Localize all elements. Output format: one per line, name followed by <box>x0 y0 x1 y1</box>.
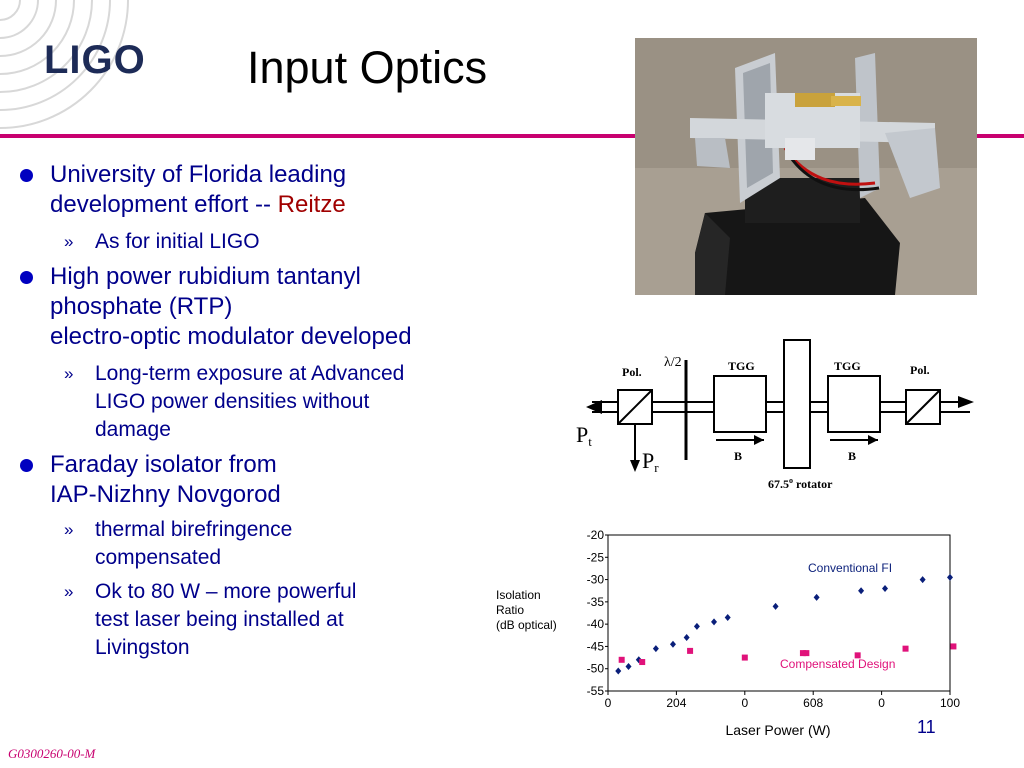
header-divider <box>0 134 1024 138</box>
sub-bullet-marker-icon: » <box>64 232 74 251</box>
sub-bullet-line: As for initial LIGO <box>95 230 260 253</box>
x-tick-label: 100 <box>940 696 960 710</box>
compensated-design-point <box>618 656 625 663</box>
compensated-design-point <box>854 652 861 659</box>
label-tgg-left: TGG <box>728 359 755 373</box>
conventional-fi-point <box>693 622 700 630</box>
sub-bullet-line: thermal birefringence <box>95 518 293 541</box>
right-arrowhead-icon <box>958 396 974 408</box>
highlight-name: Reitze <box>277 191 346 218</box>
bullet-line: University of Florida leading <box>50 161 347 188</box>
y-tick-label: -35 <box>587 595 605 609</box>
x-tick-label: 608 <box>803 696 823 710</box>
y-tick-label: -55 <box>587 684 605 698</box>
plot-area <box>607 534 951 692</box>
bullet-line: phosphate (RTP) <box>50 293 233 320</box>
label-b-left: B <box>734 449 742 463</box>
y-axis-label-line: (dB optical) <box>496 618 557 632</box>
conventional-fi-point <box>652 645 659 653</box>
isolation-ratio-chart: -20 -25 -30 -35 -40 -45 -50 -55 0 204 0 608 0 100 Is… <box>496 528 960 738</box>
x-axis-ticks: 0 204 0 608 0 100 <box>605 691 960 710</box>
series-label-conventional: Conventional FI <box>808 561 892 575</box>
compensated-design-point <box>799 650 806 657</box>
label-half-wave: λ/2 <box>664 355 682 370</box>
sub-bullet-marker-icon: » <box>64 520 74 539</box>
conventional-fi-point <box>669 640 676 648</box>
bullet-dot-icon <box>20 271 33 284</box>
series-label-compensated: Compensated Design <box>780 657 895 671</box>
sub-bullet-marker-icon: » <box>64 582 74 601</box>
sub-bullet-line: Livingston <box>95 636 190 659</box>
page-number: 11 <box>917 717 936 737</box>
bullet-line: Faraday isolator from <box>50 451 277 478</box>
label-pt: Pt <box>576 422 592 449</box>
x-tick-label: 0 <box>878 696 885 710</box>
modulator-apparatus-photo <box>635 38 977 295</box>
compensated-design-point <box>902 645 909 652</box>
quartz-rotator <box>783 339 811 469</box>
bullet-line: electro-optic modulator developed <box>50 323 412 350</box>
conventional-fi-point <box>947 573 953 581</box>
conventional-fi-point <box>615 667 622 675</box>
conventional-fi-point <box>882 584 889 592</box>
sub-bullet-marker-icon: » <box>64 364 74 383</box>
y-tick-label: -20 <box>587 528 605 542</box>
left-arrowhead-icon <box>586 400 602 414</box>
right-tgg-crystal <box>827 375 881 433</box>
conventional-fi-point <box>772 602 779 610</box>
y-tick-label: -45 <box>587 639 605 653</box>
slide-title: Input Optics <box>247 42 488 93</box>
label-pol-right: Pol. <box>910 363 930 377</box>
bullet-dot-icon <box>20 169 33 182</box>
conventional-fi-point <box>635 656 642 664</box>
compensated-design-point <box>950 643 957 650</box>
bullet-line: development effort -- Reitze <box>50 191 346 218</box>
y-axis-label-line: Isolation <box>496 588 541 602</box>
y-axis-label-line: Ratio <box>496 603 524 617</box>
compensated-design-point <box>687 647 694 654</box>
conventional-fi-point <box>813 593 820 601</box>
compensated-design-point <box>639 659 646 666</box>
label-pr: Pr <box>642 448 659 475</box>
x-tick-label: 0 <box>741 696 748 710</box>
compensated-design-point <box>741 654 748 661</box>
ligo-logo: LIGO <box>44 38 146 82</box>
b-arrowhead-icon <box>754 435 764 445</box>
b-arrowhead-icon <box>868 435 878 445</box>
document-code: G0300260-00-M <box>8 746 96 761</box>
faraday-isolator-diagram: Pol. λ/2 TGG TGG Pol. B B 67.5o rotator … <box>576 339 974 491</box>
bullet-dot-icon <box>20 459 33 472</box>
down-arrowhead-icon <box>630 460 640 472</box>
data-points <box>615 573 957 675</box>
x-tick-label: 0 <box>605 696 612 710</box>
x-tick-label: 204 <box>666 696 686 710</box>
conventional-fi-point <box>919 576 926 584</box>
x-axis-label: Laser Power (W) <box>725 722 830 738</box>
conventional-fi-point <box>711 618 718 626</box>
sub-bullet-line: damage <box>95 418 171 441</box>
conventional-fi-point <box>683 634 690 642</box>
y-tick-label: -50 <box>587 662 605 676</box>
label-rotator: 67.5o rotator <box>768 476 833 491</box>
bullet-line: IAP-Nizhny Novgorod <box>50 481 281 508</box>
sub-bullet-line: test laser being installed at <box>95 608 344 631</box>
bullet-line: High power rubidium tantanyl <box>50 263 361 290</box>
conventional-fi-point <box>858 587 865 595</box>
compensated-design-point <box>803 650 810 657</box>
sub-bullet-line: Long-term exposure at Advanced <box>95 362 405 385</box>
plot-frame <box>607 534 951 692</box>
sub-bullet-line: LIGO power densities without <box>95 390 370 413</box>
y-tick-label: -30 <box>587 573 605 587</box>
left-tgg-crystal <box>713 375 767 433</box>
conventional-fi-point <box>724 613 731 621</box>
sub-bullet-line: compensated <box>95 546 222 569</box>
label-pol-left: Pol. <box>622 365 642 379</box>
label-b-right: B <box>848 449 856 463</box>
y-tick-label: -40 <box>587 617 605 631</box>
label-tgg-right: TGG <box>834 359 861 373</box>
sub-bullet-line: Ok to 80 W – more powerful <box>95 580 357 603</box>
conventional-fi-point <box>625 662 632 670</box>
y-tick-label: -25 <box>587 550 605 564</box>
y-axis-ticks: -20 -25 -30 -35 -40 -45 -50 -55 <box>587 528 608 698</box>
